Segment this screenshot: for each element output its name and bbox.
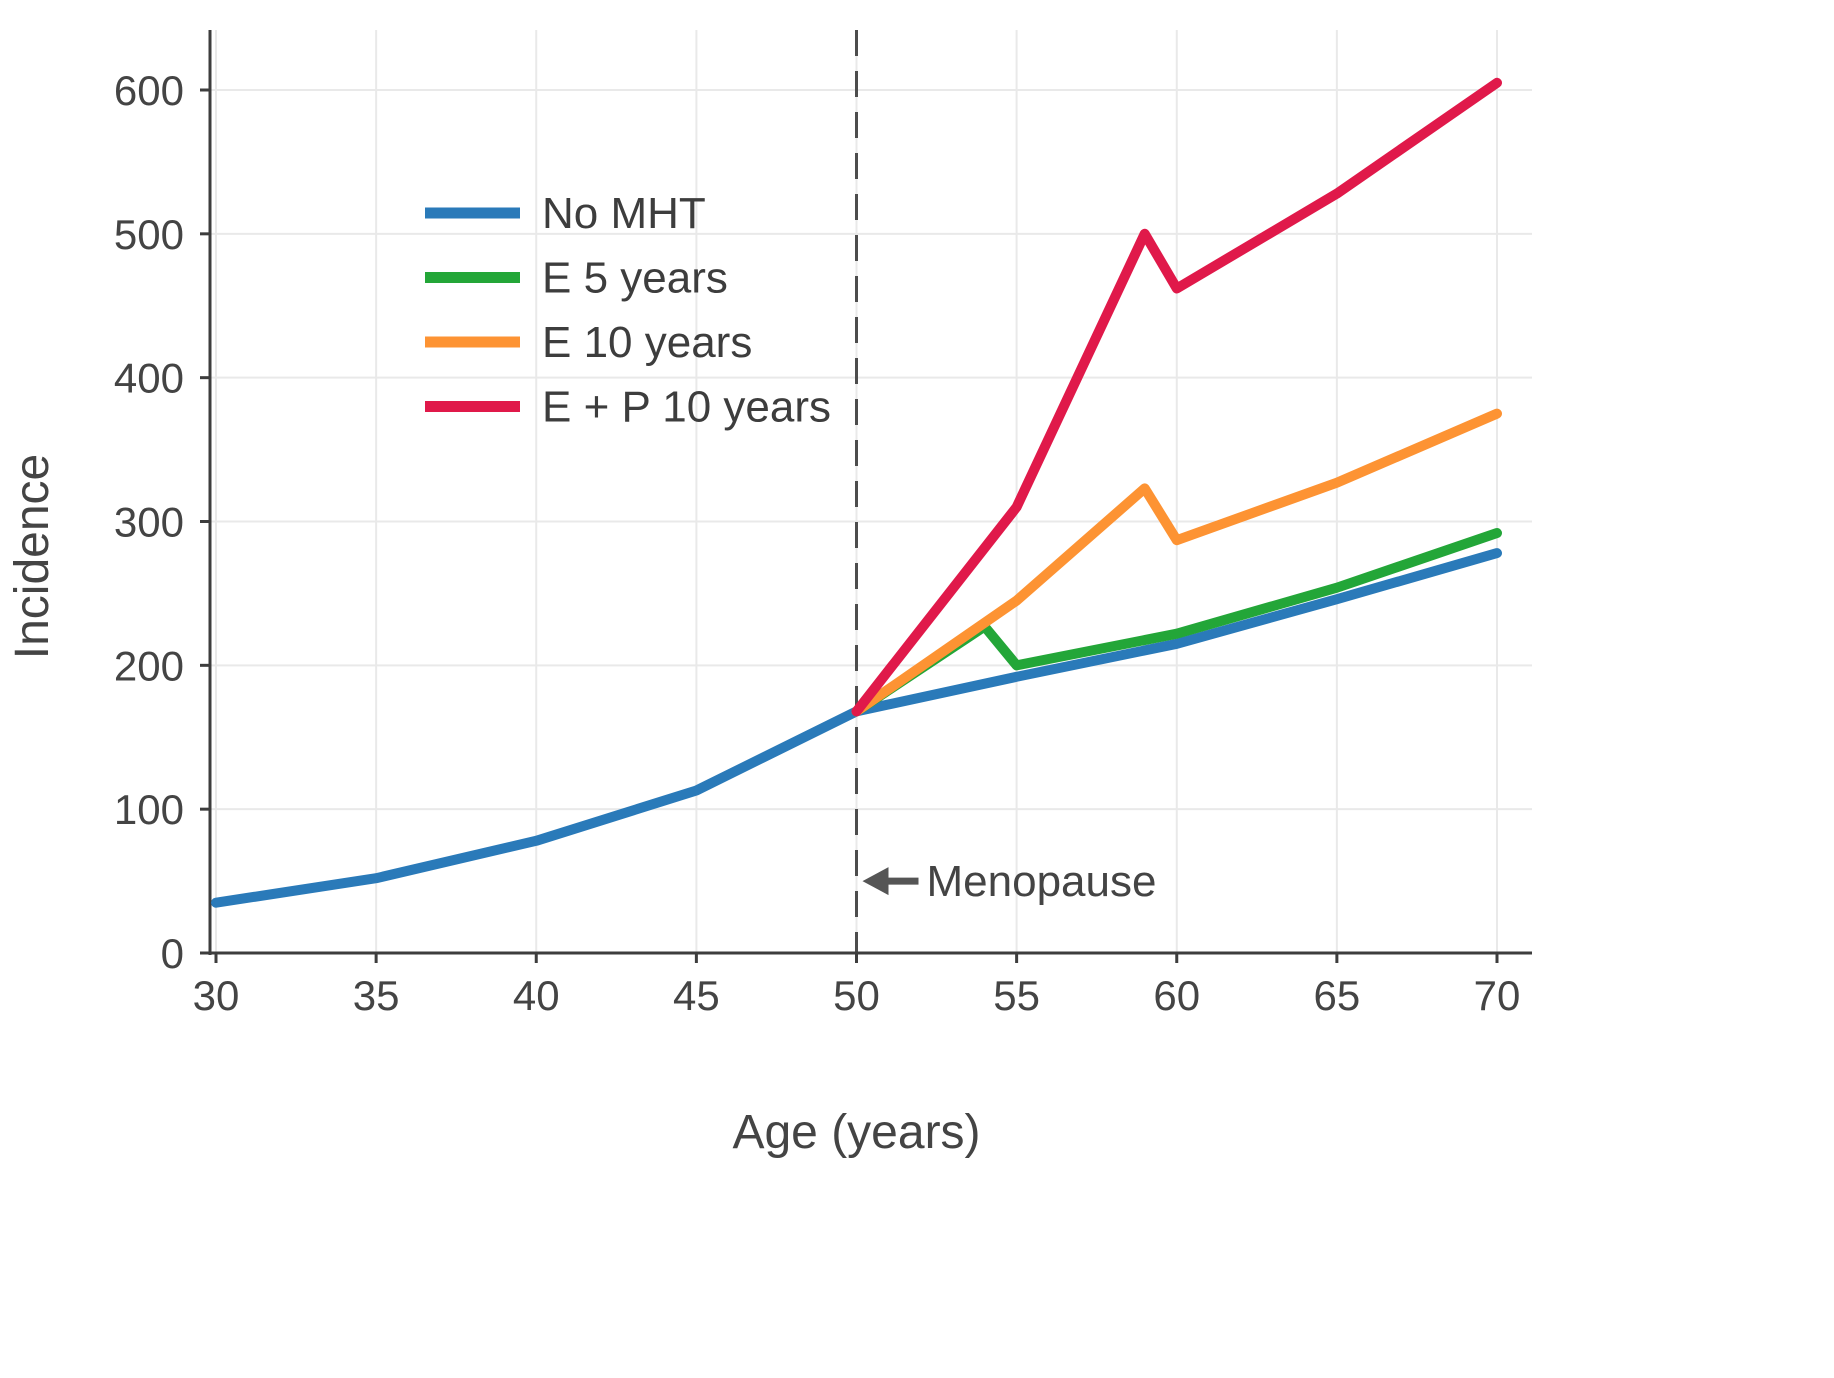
x-tick-label: 35 xyxy=(353,972,400,1019)
x-tick-label: 45 xyxy=(673,972,720,1019)
axes: 30 35 40 45 50 55 60 65 70 0 100 200 300 400 500 600 xyxy=(114,30,1532,1019)
y-tick-label: 100 xyxy=(114,786,184,833)
menopause-annotation: Menopause xyxy=(862,857,1157,906)
series-line-e-10-years xyxy=(851,408,1502,717)
x-tick-label: 40 xyxy=(513,972,560,1019)
series-line-e-p-10-years xyxy=(851,77,1502,717)
legend-label: E 5 years xyxy=(542,254,728,303)
legend-label: E 10 years xyxy=(542,318,752,367)
x-tick-label: 30 xyxy=(193,972,240,1019)
x-tick-label: 50 xyxy=(833,972,880,1019)
y-tick-label: 600 xyxy=(114,67,184,114)
x-axis-title: Age (years) xyxy=(732,1106,980,1159)
y-tick-label: 0 xyxy=(161,930,184,977)
y-axis-title: Incidence xyxy=(6,454,59,659)
y-tick-label: 400 xyxy=(114,355,184,402)
y-tick-label: 500 xyxy=(114,211,184,258)
y-tick-label: 200 xyxy=(114,642,184,689)
annotation-text: Menopause xyxy=(927,857,1157,906)
arrow-left-icon xyxy=(862,867,889,896)
legend-label: No MHT xyxy=(542,189,706,238)
legend: No MHT E 5 years E 10 years E + P 10 years xyxy=(425,189,831,432)
x-tick-label: 55 xyxy=(993,972,1040,1019)
series-lines xyxy=(211,77,1502,908)
x-tick-label: 65 xyxy=(1314,972,1361,1019)
legend-label: E + P 10 years xyxy=(542,383,831,432)
x-tick-label: 60 xyxy=(1153,972,1200,1019)
y-tick-label: 300 xyxy=(114,499,184,546)
x-tick-label: 70 xyxy=(1474,972,1521,1019)
